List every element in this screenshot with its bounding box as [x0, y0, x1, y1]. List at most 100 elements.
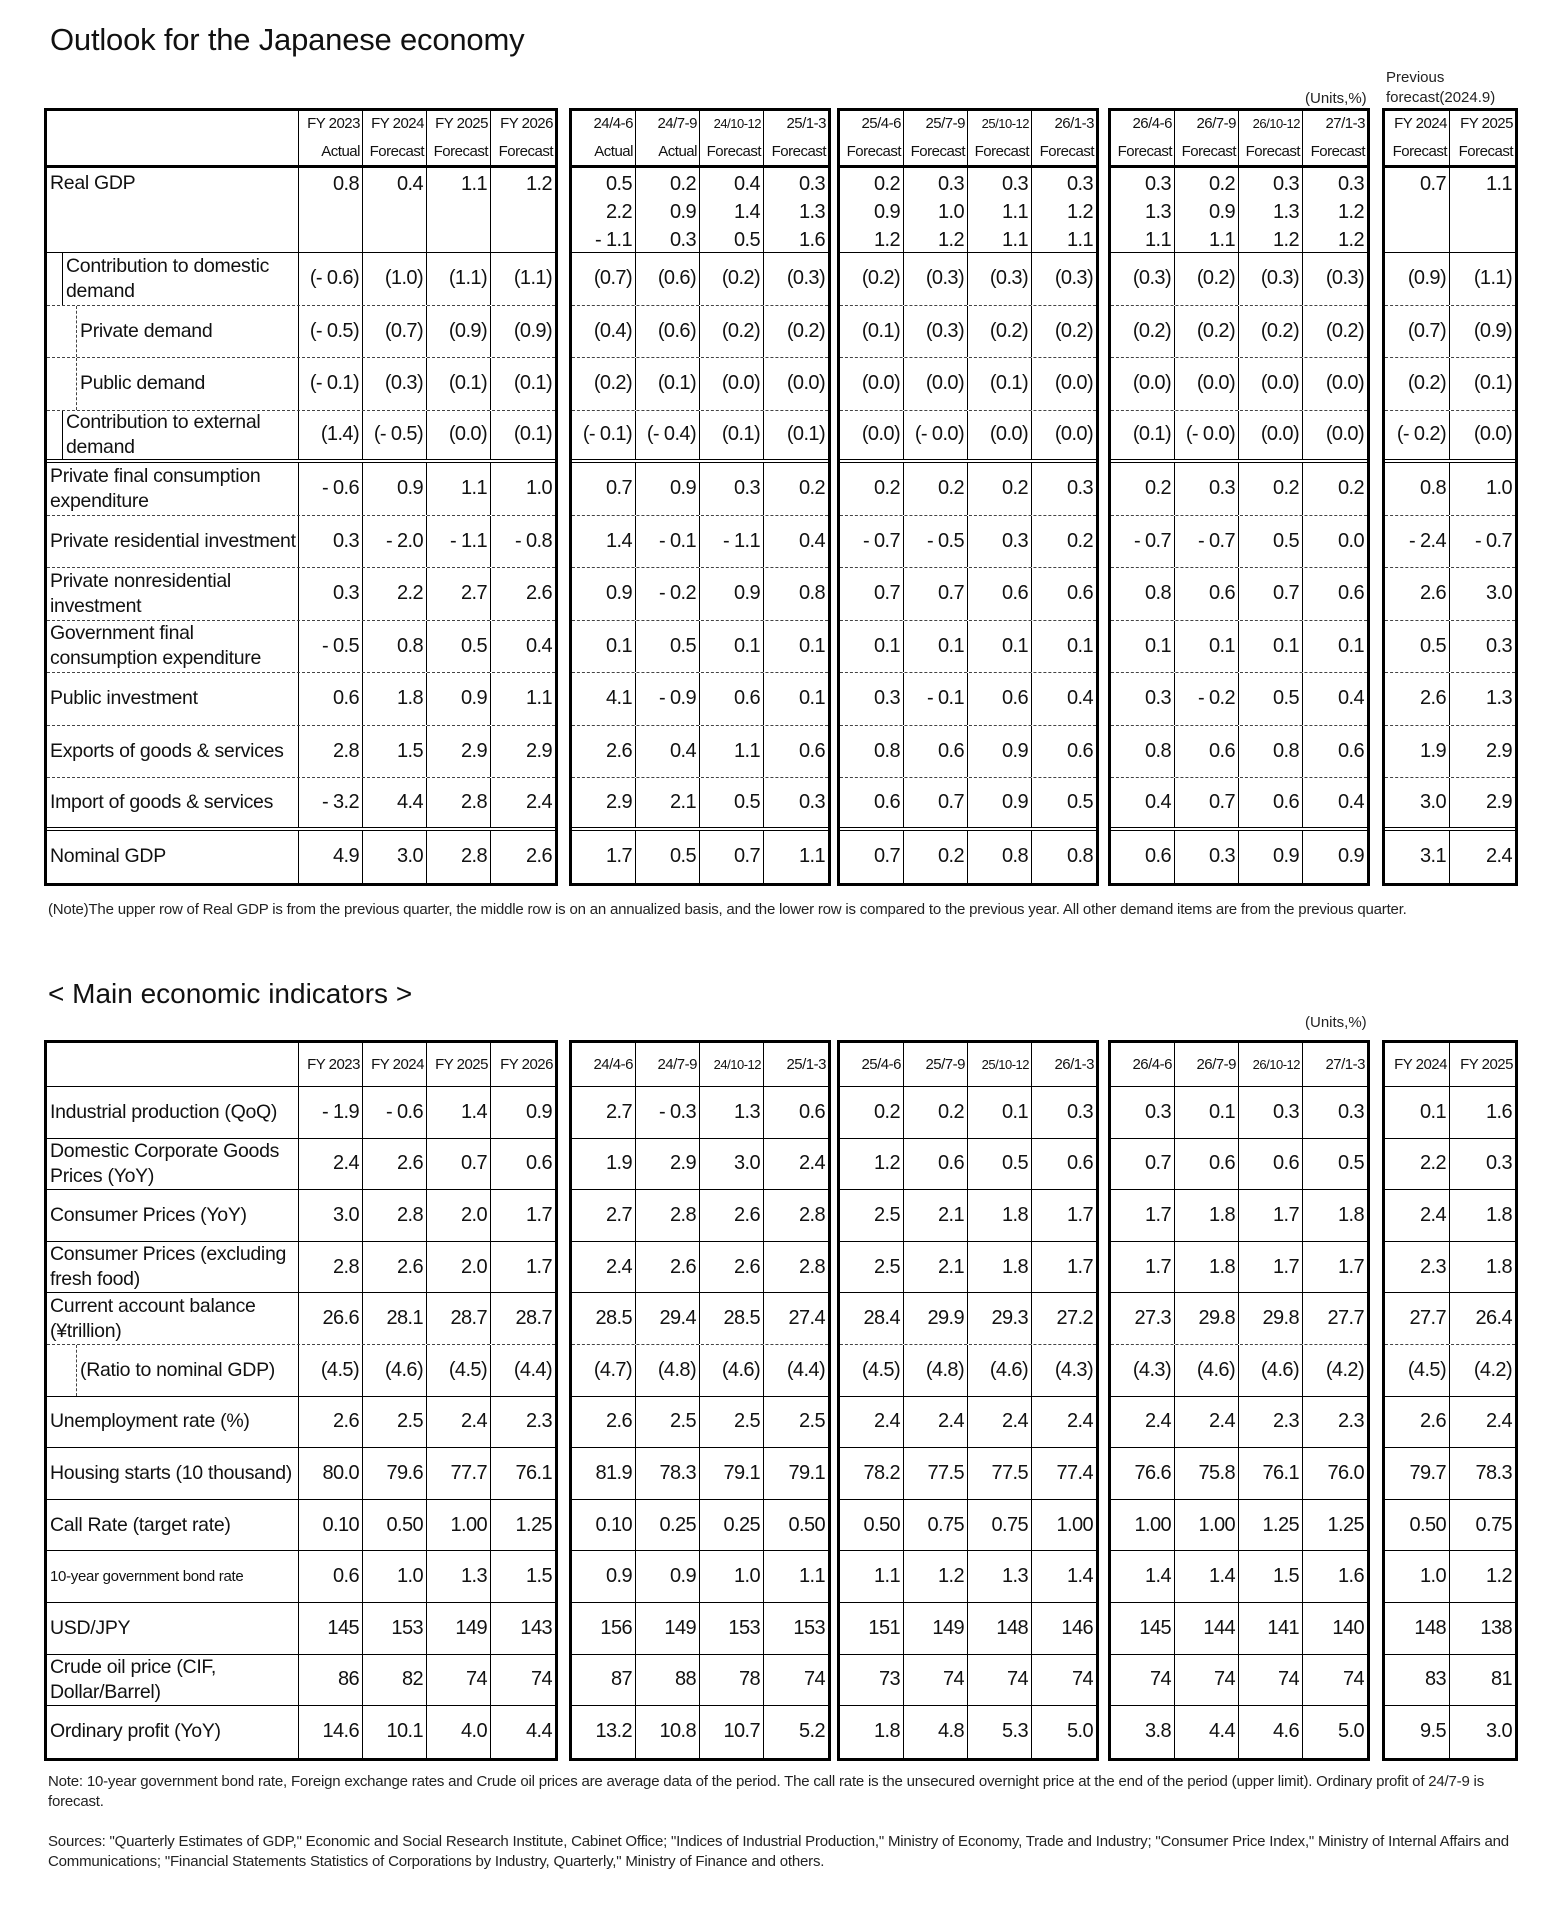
- value-cell: 0.10: [299, 1499, 363, 1551]
- column-header: 26/10-12 Forecast: [1239, 111, 1303, 165]
- value-cell: 0.6: [1175, 1138, 1239, 1190]
- value-cell: 153: [700, 1602, 764, 1654]
- table-row: Private final consumption expenditure - 0…: [47, 463, 555, 516]
- value: 0.1: [798, 687, 826, 710]
- column-header-status: Actual: [321, 143, 360, 160]
- value: (0.3): [1260, 267, 1300, 290]
- value-yoy: 1.2: [1337, 229, 1365, 251]
- value: 0.2: [1144, 477, 1172, 500]
- table-row: 0.8 0.6 0.7 0.6: [1111, 568, 1367, 621]
- value: (0.1): [513, 372, 553, 395]
- value-cell: (0.0): [1303, 411, 1367, 460]
- value: 2.8: [332, 739, 360, 762]
- value: (0.1): [989, 372, 1029, 395]
- table-row: 2.6 0.4 1.1 0.6: [572, 725, 828, 778]
- row-label-cell: Import of goods & services: [47, 778, 299, 827]
- column-header-period: FY 2025: [435, 115, 488, 132]
- value-cell: (0.1): [491, 411, 555, 460]
- value-cell: 0.2: [904, 830, 968, 883]
- value: 73: [878, 1668, 901, 1691]
- value: (0.2): [721, 267, 761, 290]
- table-row: Public demand (- 0.1) (0.3) (0.1) (0.1): [47, 358, 555, 411]
- value-cell: 0.6: [1175, 568, 1239, 620]
- value-cell: 0.3 1.3 1.6: [764, 168, 828, 252]
- outlook-note: (Note)The upper row of Real GDP is from …: [48, 901, 1407, 918]
- value: 0.5: [460, 634, 488, 657]
- value-cell: 153: [363, 1602, 427, 1654]
- value: (0.2): [786, 319, 826, 342]
- column-header: 26/10-12: [1239, 1043, 1303, 1086]
- value-cell: 0.3: [700, 463, 764, 515]
- value: 2.5: [873, 1203, 901, 1226]
- value-cell: 74: [1111, 1654, 1175, 1706]
- value-yoy: 1.1: [1066, 229, 1094, 251]
- value-cell: 79.6: [363, 1448, 427, 1499]
- column-header: 25/10-12: [968, 1043, 1032, 1086]
- value-yoy: 1.6: [798, 229, 826, 251]
- value-cell: 1.25: [1239, 1499, 1303, 1551]
- value: - 0.5: [926, 529, 965, 552]
- value: (4.4): [513, 1358, 553, 1381]
- column-header-period: 26/7-9: [1196, 1055, 1236, 1073]
- value: 2.6: [332, 1410, 360, 1433]
- value-cell: (0.0): [427, 410, 491, 459]
- table-row: 2.4 2.4 2.4 2.4: [840, 1396, 1096, 1449]
- value: 0.8: [873, 739, 901, 762]
- table-row: 156 149 153 153: [572, 1602, 828, 1655]
- value-cell: (4.5): [1385, 1344, 1450, 1396]
- value-cell: (- 0.6): [299, 253, 363, 305]
- table-row: 1.1 1.2 1.3 1.4: [840, 1551, 1096, 1603]
- value-cell: 29.8: [1239, 1293, 1303, 1344]
- value-cell: 75.8: [1175, 1448, 1239, 1499]
- column-header: FY 2024 Forecast: [363, 111, 427, 165]
- value: 2.4: [1485, 845, 1513, 868]
- table-row: 2.6 2.5 2.5 2.5: [572, 1396, 828, 1449]
- column-header: 24/10-12 Forecast: [700, 111, 764, 165]
- value-cell: 10.8: [636, 1706, 700, 1758]
- value: 1.7: [1337, 1255, 1365, 1278]
- value-cell: (0.9): [427, 305, 491, 357]
- value-yoy: 1.2: [873, 229, 901, 251]
- table-row: (- 0.2) (0.0): [1385, 410, 1515, 463]
- value: 149: [932, 1616, 964, 1639]
- value-cell: 1.7: [1303, 1242, 1367, 1293]
- value-cell: 0.2: [904, 463, 968, 515]
- value-cell: (0.2): [968, 305, 1032, 357]
- value-cell: (1.1): [427, 253, 491, 305]
- value: 3.8: [1144, 1720, 1172, 1743]
- value-cell: 1.7: [1032, 1242, 1096, 1293]
- value-cell: 78: [700, 1654, 764, 1706]
- value: 2.8: [332, 1255, 360, 1278]
- value: 1.8: [1337, 1203, 1365, 1226]
- value: (4.3): [1054, 1358, 1094, 1381]
- table-row: Real GDP 0.8 0.4 1.1 1.2: [47, 168, 555, 253]
- value-cell: 0.6: [299, 1551, 363, 1602]
- value-cell: 0.8: [299, 168, 363, 252]
- value-cell: (0.1): [764, 411, 828, 460]
- value-cell: 141: [1239, 1602, 1303, 1654]
- value: (4.6): [1260, 1358, 1300, 1381]
- table-block: 26/4-6 Forecast 26/7-9 Forecast 26/10-12 Fore…: [1108, 108, 1370, 886]
- value-cell: 1.3: [1450, 673, 1515, 725]
- value: 27.3: [1134, 1307, 1171, 1330]
- value-cell: 2.4: [764, 1139, 828, 1190]
- value: 2.6: [669, 1255, 697, 1278]
- value: 29.8: [1198, 1307, 1235, 1330]
- value-cell: 149: [427, 1602, 491, 1654]
- value-cell: 0.1: [904, 620, 968, 672]
- value-cell: 2.6: [1385, 568, 1450, 620]
- value-cell: (0.9): [1385, 253, 1450, 305]
- value-cell: 3.0: [363, 830, 427, 883]
- value: 3.0: [396, 845, 424, 868]
- value-cell: 1.8: [1450, 1242, 1515, 1293]
- value: (4.6): [1196, 1358, 1236, 1381]
- row-label-cell: Call Rate (target rate): [47, 1499, 299, 1551]
- table-row: 27.3 29.8 29.8 27.7: [1111, 1293, 1367, 1345]
- value-cell: 0.7: [1175, 778, 1239, 827]
- value-cell: 0.4: [491, 621, 555, 673]
- value: (4.6): [989, 1358, 1029, 1381]
- value-cell: 74: [1175, 1654, 1239, 1706]
- value-cell: - 1.1: [427, 515, 491, 567]
- value: 0.6: [798, 1100, 826, 1123]
- value-cell: 3.1: [1385, 830, 1450, 883]
